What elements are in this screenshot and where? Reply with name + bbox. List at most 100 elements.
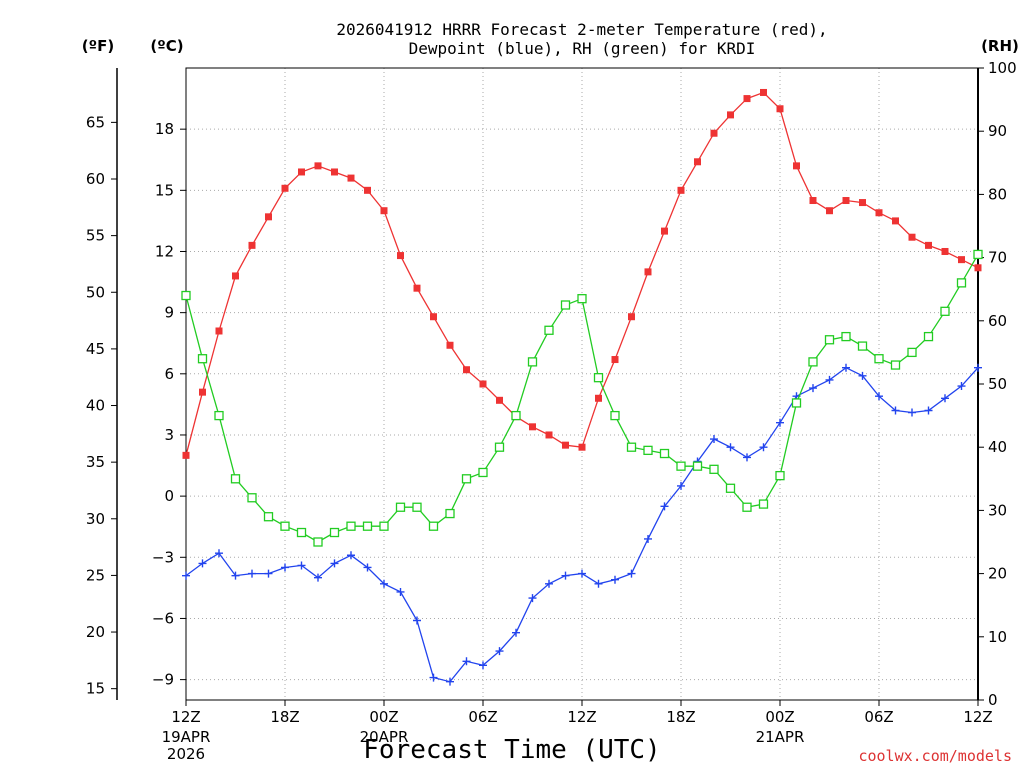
fahrenheit-tick-label: 50 (86, 283, 105, 301)
rh-point (725, 483, 736, 493)
rh-point (874, 354, 884, 364)
rh-tick-label: 70 (988, 249, 1007, 267)
rh-point (544, 325, 554, 335)
celsius-tick-label: 6 (164, 365, 174, 383)
dewpoint-point (726, 443, 735, 452)
dewpoint-point (512, 628, 520, 637)
rh-point (923, 331, 934, 342)
rh-point (709, 464, 719, 474)
temperature-point (347, 174, 355, 182)
dewpoint-point (479, 661, 487, 670)
celsius-tick-label: 12 (155, 242, 174, 260)
rh-point (445, 508, 455, 519)
x-axis-title: Forecast Time (UTC) (363, 735, 660, 765)
dewpoint-point (825, 375, 834, 384)
temperature-point (892, 217, 899, 225)
rh-point (478, 467, 488, 478)
rh-point (775, 470, 785, 481)
chart-title-line-1: 2026041912 HRRR Forecast 2-meter Tempera… (336, 20, 827, 39)
rh-point (659, 448, 670, 459)
celsius-tick-label: 18 (155, 120, 174, 138)
temperature-point (397, 252, 404, 260)
temperature-point (875, 209, 883, 217)
series-rh (181, 249, 983, 547)
unit-label-celsius: (ºC) (150, 37, 183, 55)
unit-label-rh: (RH) (981, 37, 1019, 55)
temperature-point (182, 451, 190, 459)
x-tick-label: 12Z (171, 708, 200, 726)
dewpoint-point (396, 587, 405, 596)
temperature-point (842, 197, 850, 205)
dewpoint-point (182, 571, 190, 580)
rh-point (940, 306, 950, 316)
dewpoint-point (347, 551, 355, 560)
temperature-point (974, 264, 982, 272)
x-tick-label: 18Z (666, 708, 695, 726)
rh-point (907, 347, 917, 358)
temperature-point (760, 88, 767, 96)
temperature-point (727, 111, 734, 119)
temperature-point (463, 366, 470, 374)
rh-point (346, 521, 356, 531)
dewpoint-point (215, 549, 223, 558)
dewpoint-point (644, 534, 652, 543)
rh-point (973, 249, 983, 260)
rh-tick-label: 40 (988, 438, 1007, 456)
temperature-point (661, 227, 668, 235)
x-tick-label: 00Z (765, 708, 794, 726)
chart-title-line-2: Dewpoint (blue), RH (green) for KRDI (409, 39, 756, 58)
dewpoint-point (875, 392, 883, 401)
temperature-point (941, 247, 949, 255)
temperature-point (793, 162, 800, 170)
dewpoint-point (924, 406, 933, 415)
x-tick-label: 12Z (567, 708, 596, 726)
unit-label-fahrenheit: (ºF) (82, 37, 114, 55)
dewpoint-point (297, 561, 306, 570)
rh-point (461, 474, 472, 484)
dewpoint-point (809, 384, 817, 393)
rh-tick-label: 100 (988, 59, 1017, 77)
temperature-point (529, 423, 536, 431)
series-group (181, 88, 983, 686)
temperature-point (314, 162, 322, 170)
rh-point (758, 499, 769, 509)
temperature-point (265, 213, 272, 221)
fahrenheit-tick-label: 55 (86, 227, 105, 245)
rh-point (230, 474, 241, 484)
rh-point (676, 461, 686, 471)
rh-point (197, 354, 208, 364)
fahrenheit-tick-label: 25 (86, 566, 105, 584)
dewpoint-point (677, 481, 685, 490)
fahrenheit-tick-label: 15 (86, 680, 105, 698)
temperature-point (298, 168, 305, 176)
rh-point (593, 373, 604, 383)
grid-lines (185, 68, 979, 700)
dewpoint-point (281, 563, 289, 572)
dewpoint-point (842, 363, 850, 372)
dewpoint-point (413, 616, 421, 625)
dewpoint-point (759, 443, 768, 452)
rh-point (742, 502, 752, 512)
x-tick-label: 00Z (369, 708, 398, 726)
temperature-point (215, 327, 223, 335)
rh-tick-label: 0 (988, 691, 998, 709)
dewpoint-point (429, 673, 438, 682)
temperature-point (694, 158, 701, 166)
rh-point (857, 341, 868, 351)
temperature-point (331, 168, 338, 176)
dewpoint-point (710, 435, 718, 444)
rh-tick-label: 90 (988, 122, 1007, 140)
dewpoint-point (627, 569, 636, 578)
temperature-point (908, 233, 916, 241)
x-tick-sublabel: 19APR (162, 728, 211, 746)
dewpoint-point (561, 571, 570, 580)
dewpoint-point (363, 563, 372, 572)
temperature-point (578, 443, 586, 451)
temperature-point (958, 256, 965, 264)
rh-point (560, 300, 571, 310)
rh-point (247, 493, 257, 503)
rh-point (824, 335, 835, 345)
fahrenheit-tick-label: 65 (86, 113, 105, 131)
temperature-point (677, 186, 685, 194)
